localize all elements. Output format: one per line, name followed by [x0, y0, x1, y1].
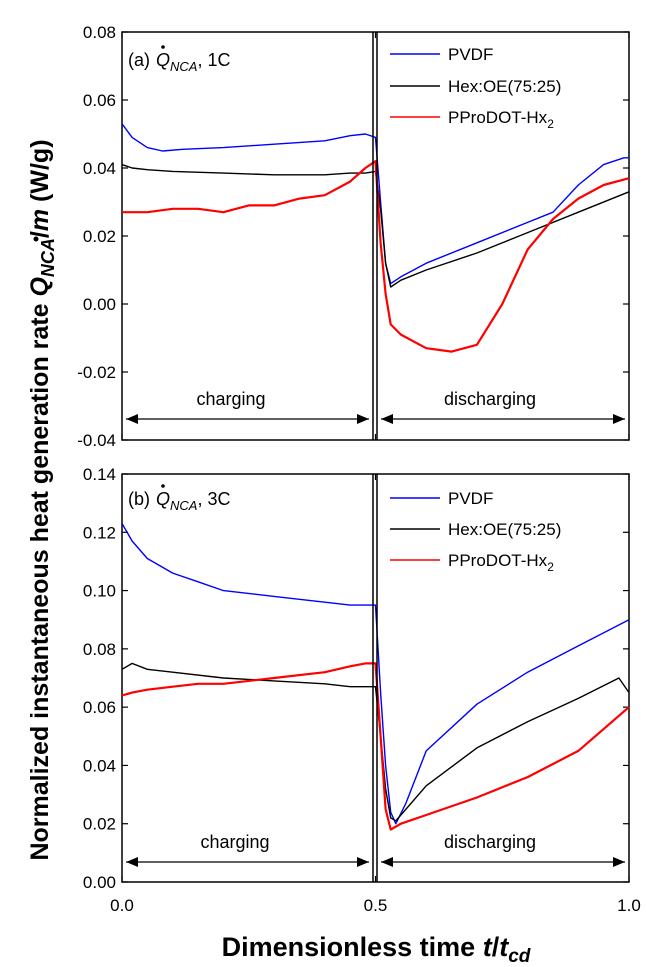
panel-b-y-tick-label: 0.10 [83, 582, 116, 601]
panel-b-discharging-label: discharging [444, 832, 536, 852]
panel-a-series-line-hexoe [121, 163, 630, 288]
panel-a-x-ticks [121, 32, 630, 440]
panel-a: -0.04 -0.02 0.00 0.02 0.04 0.06 0.08 (a) QNCA, … [77, 23, 630, 450]
panel-b-series [121, 523, 630, 831]
panel-b-y-tick-label: 0.00 [83, 873, 116, 892]
panel-b-y-tick-label: 0.02 [83, 815, 116, 834]
panel-a-y-tick-label: 0.02 [83, 227, 116, 246]
panel-b-y-ticks: 0.00 0.02 0.04 0.06 0.08 0.10 0.12 0.14 [83, 465, 629, 892]
panel-a-charging-arrow [126, 414, 369, 424]
legend-b-label-pvdf: PVDF [448, 489, 493, 508]
panel-b: 0.00 0.02 0.04 0.06 0.08 0.10 0.12 0.14 0.0 0.5 1… [83, 465, 641, 915]
panel-a-y-tick-label: -0.04 [77, 431, 116, 450]
y-axis-title-q-dot [33, 236, 39, 242]
panel-b-charging-arrow [126, 857, 369, 867]
panel-b-x-tick-label: 0.0 [110, 896, 134, 915]
panel-a-y-tick-label: 0.04 [83, 159, 116, 178]
panel-b-x-tick-label: 0.5 [364, 896, 388, 915]
panel-b-discharging-arrow [381, 857, 625, 867]
panel-b-y-tick-label: 0.14 [83, 465, 116, 484]
panel-b-series-line-hexoe [121, 662, 630, 822]
panel-a-y-tick-label: 0.06 [83, 91, 116, 110]
panel-b-q-dot [161, 484, 165, 488]
panel-a-discharging-arrow [381, 414, 625, 424]
panel-b-y-tick-label: 0.12 [83, 523, 116, 542]
panel-a-discharging-label: discharging [444, 389, 536, 409]
legend-b-label-pprodot: PProDOT-Hx2 [448, 551, 554, 574]
x-axis-title: Dimensionless time t/tcd [222, 932, 531, 967]
panel-a-series-line-pvdf [121, 123, 629, 285]
panel-a-series-line-pprodot [122, 160, 630, 353]
panel-b-x-ticks: 0.0 0.5 1.0 [110, 474, 641, 915]
panel-a-y-ticks: -0.04 -0.02 0.00 0.02 0.04 0.06 0.08 [77, 23, 629, 450]
panel-a-title: (a) QNCA, 1C [128, 50, 230, 74]
legend-a-label-hexoe: Hex:OE(75:25) [448, 77, 561, 96]
y-axis-title: Normalized instantaneous heat generation… [26, 139, 58, 860]
panel-a-series [121, 123, 630, 353]
panel-a-y-tick-label: 0.00 [83, 295, 116, 314]
legend-a-label-pvdf: PVDF [448, 45, 493, 64]
panel-b-series-line-pprodot [121, 662, 630, 831]
panel-b-y-tick-label: 0.04 [83, 756, 116, 775]
panel-b-series-line-pvdf [121, 523, 630, 825]
panel-a-y-tick-label: 0.08 [83, 23, 116, 42]
panel-b-y-tick-label: 0.08 [83, 640, 116, 659]
legend-b-label-hexoe: Hex:OE(75:25) [448, 520, 561, 539]
panel-b-title: (b) QNCA, 3C [128, 489, 230, 513]
panel-b-charging-label: charging [200, 832, 269, 852]
panel-a-q-dot [161, 45, 165, 49]
panel-a-legend: PVDF Hex:OE(75:25) PProDOT-Hx2 [390, 45, 561, 131]
panel-b-y-tick-label: 0.06 [83, 698, 116, 717]
panel-a-charging-label: charging [196, 389, 265, 409]
panel-a-y-tick-label: -0.02 [77, 363, 116, 382]
panel-b-legend: PVDF Hex:OE(75:25) PProDOT-Hx2 [390, 489, 561, 574]
legend-a-label-pprodot: PProDOT-Hx2 [448, 108, 554, 131]
panel-b-x-tick-label: 1.0 [617, 896, 641, 915]
